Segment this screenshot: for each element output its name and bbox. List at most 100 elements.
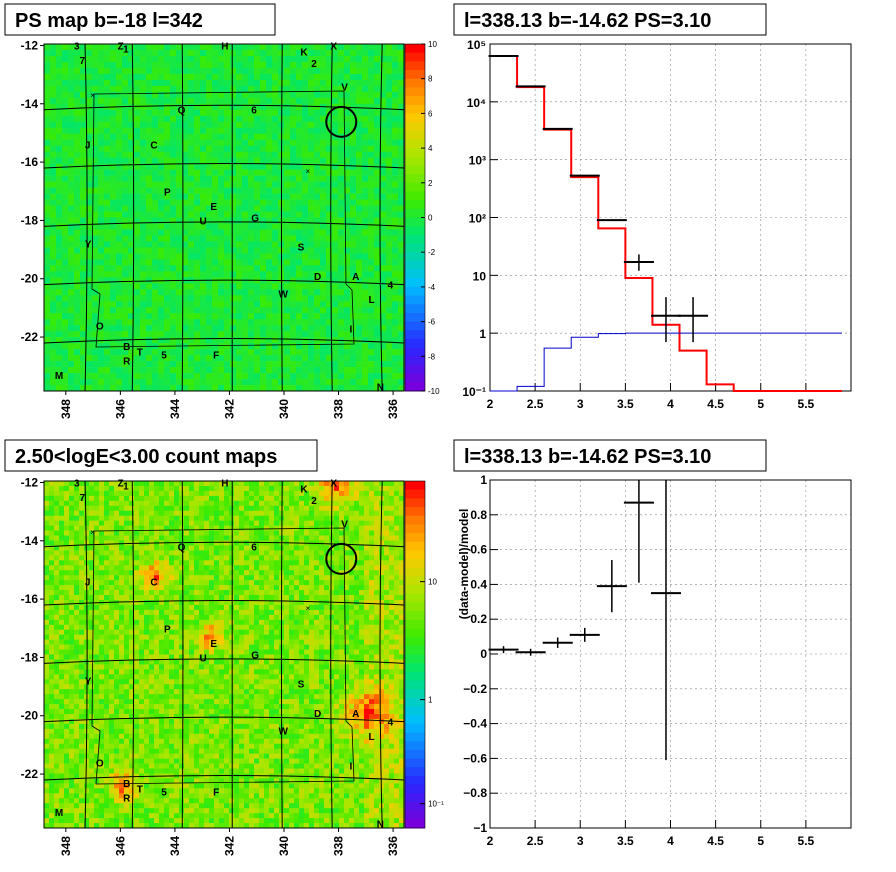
map-pixel xyxy=(200,325,207,332)
map-pixel xyxy=(326,289,333,296)
colorbar-step xyxy=(405,122,425,132)
map-pixel xyxy=(68,169,75,176)
map-pixel xyxy=(200,385,207,392)
map-pixel xyxy=(119,505,125,512)
map-pixel xyxy=(206,49,213,57)
map-pixel xyxy=(182,313,189,320)
map-pixel xyxy=(86,103,93,111)
map-pixel xyxy=(116,343,123,350)
map-pixel xyxy=(104,199,111,206)
map-pixel xyxy=(272,163,279,170)
map-pixel xyxy=(350,331,357,338)
map-pixel xyxy=(110,319,117,326)
map-pixel xyxy=(110,229,117,236)
map-pixel xyxy=(248,61,255,69)
map-pixel xyxy=(320,253,327,260)
map-pixel xyxy=(266,265,273,272)
map-pixel xyxy=(334,490,340,497)
map-pixel xyxy=(236,229,243,236)
map-pixel xyxy=(114,570,120,576)
map-pixel xyxy=(174,540,180,546)
map-pixel xyxy=(188,103,195,111)
map-pixel xyxy=(74,301,81,308)
map-pixel xyxy=(236,187,243,194)
map-pixel xyxy=(50,163,57,170)
map-pixel xyxy=(332,301,339,308)
map-pixel xyxy=(80,169,87,176)
map-pixel xyxy=(349,565,355,571)
map-pixel xyxy=(44,151,51,158)
map-pixel xyxy=(314,44,321,51)
map-pixel xyxy=(309,510,315,516)
map-pixel xyxy=(392,139,399,146)
map-pixel xyxy=(206,79,213,87)
map-pixel xyxy=(374,490,380,497)
map-pixel xyxy=(206,247,213,254)
y-tick-label: -20 xyxy=(21,272,39,286)
map-pixel xyxy=(44,211,51,218)
map-pixel xyxy=(50,127,57,135)
map-pixel xyxy=(56,175,63,182)
map-pixel xyxy=(116,283,123,290)
map-pixel xyxy=(368,103,375,111)
map-pixel xyxy=(254,79,261,87)
map-pixel xyxy=(212,133,219,141)
map-pixel xyxy=(116,97,123,105)
map-pixel xyxy=(230,55,237,63)
map-pixel xyxy=(188,361,195,368)
map-pixel xyxy=(224,247,231,254)
map-pixel xyxy=(368,367,375,374)
map-pixel xyxy=(369,545,375,551)
map-pixel xyxy=(294,530,300,536)
map-pixel xyxy=(110,271,117,278)
map-pixel xyxy=(206,139,213,146)
map-pixel xyxy=(92,211,99,218)
map-pixel xyxy=(50,55,57,63)
map-pixel xyxy=(176,145,183,152)
map-pixel xyxy=(229,535,235,541)
map-pixel xyxy=(170,181,177,188)
map-pixel xyxy=(218,295,225,302)
map-pixel xyxy=(354,515,360,521)
map-pixel xyxy=(362,187,369,194)
map-pixel xyxy=(114,515,120,521)
map-pixel xyxy=(290,151,297,158)
map-pixel xyxy=(104,151,111,158)
map-pixel xyxy=(182,331,189,338)
map-pixel xyxy=(260,229,267,236)
map-pixel xyxy=(194,560,200,566)
map-pixel xyxy=(56,205,63,212)
map-pixel xyxy=(116,259,123,266)
map-pixel xyxy=(302,151,309,158)
map-pixel xyxy=(219,510,225,516)
map-pixel xyxy=(350,343,357,350)
map-pixel xyxy=(49,525,55,531)
map-pixel xyxy=(146,49,153,57)
map-pixel xyxy=(44,61,51,69)
map-pixel xyxy=(152,307,159,314)
cross-marker: × xyxy=(90,91,95,100)
map-pixel xyxy=(158,295,165,302)
map-pixel xyxy=(234,520,240,526)
map-pixel xyxy=(104,319,111,326)
map-pixel xyxy=(212,241,219,248)
map-pixel xyxy=(174,530,180,536)
map-pixel xyxy=(296,49,303,57)
map-pixel xyxy=(269,485,275,492)
map-pixel xyxy=(386,79,393,87)
map-pixel xyxy=(68,187,75,194)
source-label: N xyxy=(377,383,384,394)
map-pixel xyxy=(248,223,255,230)
map-pixel xyxy=(64,485,70,492)
map-pixel xyxy=(212,145,219,152)
map-pixel xyxy=(176,367,183,374)
map-pixel xyxy=(152,55,159,63)
map-pixel xyxy=(122,193,129,200)
map-pixel xyxy=(242,343,249,350)
map-pixel xyxy=(104,500,110,507)
map-pixel xyxy=(86,133,93,141)
map-pixel xyxy=(374,385,381,392)
map-pixel xyxy=(62,211,69,218)
map-pixel xyxy=(79,550,85,556)
map-pixel xyxy=(152,313,159,320)
